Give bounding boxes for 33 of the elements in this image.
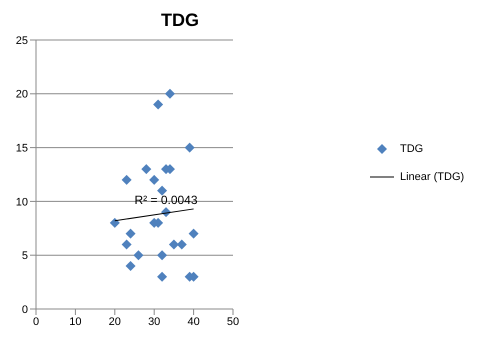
- y-tick-label: 0: [22, 304, 28, 316]
- x-tick-label: 20: [108, 316, 121, 328]
- y-tick-label: 5: [22, 250, 28, 262]
- point: [126, 260, 136, 271]
- legend-label: Linear (TDG): [400, 171, 464, 183]
- point: [157, 250, 168, 260]
- point: [176, 239, 187, 250]
- point: [149, 174, 160, 185]
- point: [164, 88, 175, 99]
- x-tick-label: 50: [226, 316, 240, 328]
- chart-title: TDG: [160, 10, 200, 31]
- point: [141, 164, 152, 174]
- x-tick-label: 10: [69, 316, 82, 328]
- point: [157, 272, 168, 282]
- point: [126, 228, 136, 239]
- annotation: R² = 0.0043: [134, 192, 198, 207]
- x-tick-label: 40: [187, 316, 200, 328]
- point: [133, 250, 144, 260]
- point: [122, 174, 132, 185]
- point: [110, 218, 120, 228]
- x-tick-label: 30: [148, 316, 160, 328]
- y-tick-label: 10: [16, 196, 28, 208]
- point: [168, 239, 179, 250]
- point: [157, 186, 168, 196]
- legend-label: TDG: [400, 143, 424, 155]
- point: [188, 228, 199, 239]
- point: [184, 142, 195, 153]
- x-tick-label: 0: [32, 316, 40, 328]
- point: [122, 239, 132, 250]
- point: [153, 100, 164, 110]
- y-tick-label: 20: [16, 88, 28, 101]
- y-tick-label: 15: [16, 142, 28, 155]
- y-tick-label: 25: [16, 34, 28, 47]
